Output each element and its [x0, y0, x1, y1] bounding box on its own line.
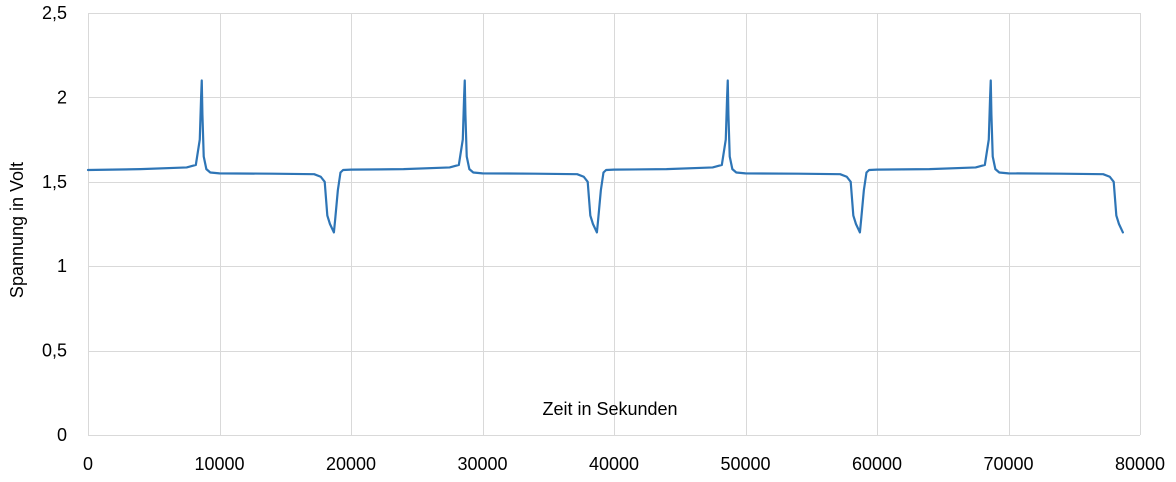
- y-tick-label: 2: [57, 87, 67, 107]
- voltage-series-line: [86, 79, 1124, 234]
- y-tick-label: 2,5: [42, 3, 67, 23]
- y-tick-label: 0: [57, 425, 67, 445]
- x-tick-label: 70000: [983, 454, 1033, 474]
- series-layer: [86, 79, 1124, 234]
- x-tick-label: 10000: [194, 454, 244, 474]
- x-tick-label: 0: [83, 454, 93, 474]
- y-tick-label: 1,5: [42, 172, 67, 192]
- x-tick-label: 30000: [457, 454, 507, 474]
- x-tick-label: 50000: [720, 454, 770, 474]
- x-axis-tick-labels: 0 10000 20000 30000 40000 50000 60000 70000 8000…: [83, 454, 1165, 474]
- x-tick-label: 80000: [1115, 454, 1165, 474]
- x-axis-title: Zeit in Sekunden: [542, 399, 677, 419]
- y-axis-tick-labels: 0 0,5 1 1,5 2 2,5: [42, 3, 67, 445]
- vertical-gridlines: [88, 13, 1141, 435]
- y-axis-title: Spannung in Volt: [7, 162, 27, 298]
- x-tick-label: 60000: [852, 454, 902, 474]
- x-tick-label: 20000: [326, 454, 376, 474]
- y-tick-label: 0,5: [42, 341, 67, 361]
- x-tick-label: 40000: [589, 454, 639, 474]
- y-tick-label: 1: [57, 256, 67, 276]
